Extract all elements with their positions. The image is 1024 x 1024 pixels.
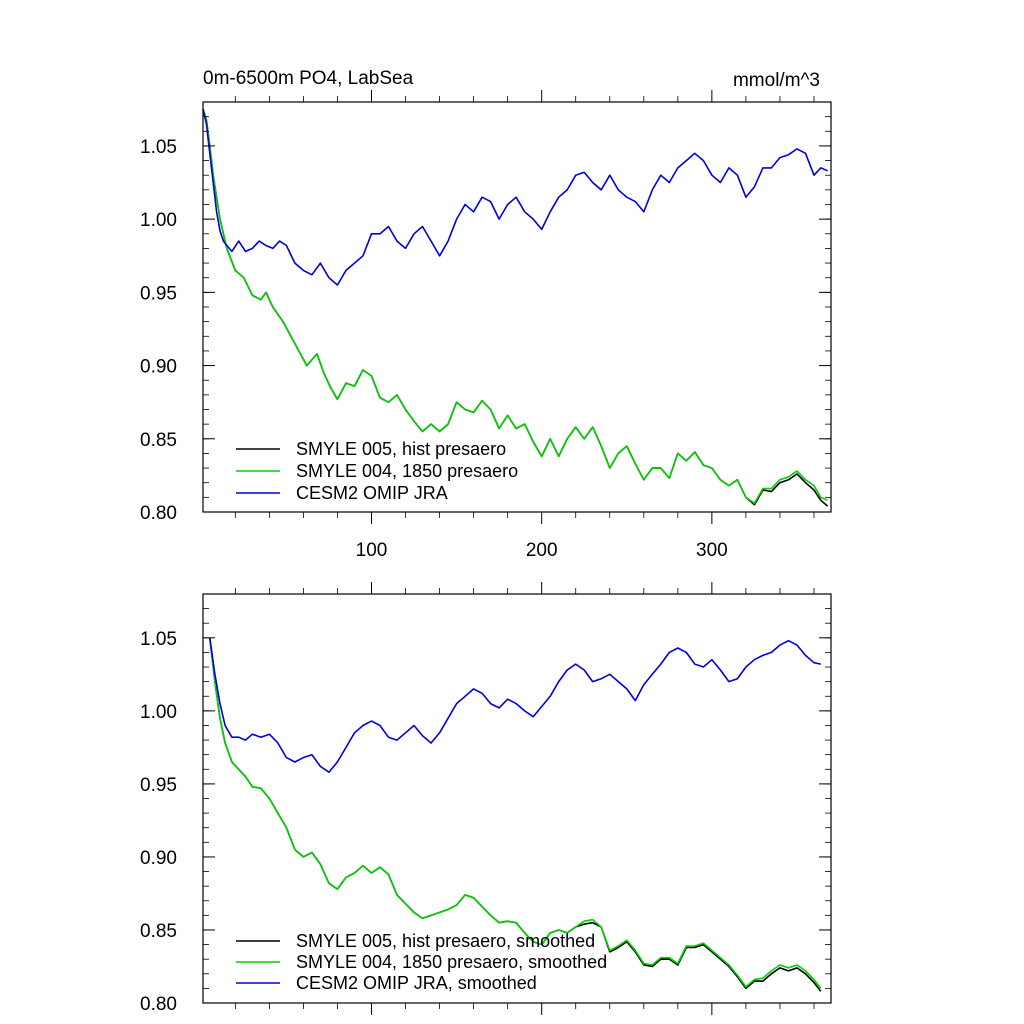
y-tick-label: 1.00 (140, 702, 177, 723)
legend-label: CESM2 OMIP JRA (296, 483, 448, 503)
y-tick-label: 0.90 (140, 848, 177, 869)
series-line-2 (202, 109, 828, 505)
legend-label: SMYLE 005, hist presaero (296, 439, 506, 459)
units-label: mmol/m^3 (733, 70, 820, 91)
legend-label: SMYLE 005, hist presaero, smoothed (296, 931, 595, 951)
y-tick-label: 0.80 (140, 503, 177, 524)
legend-label: SMYLE 004, 1850 presaero (296, 461, 518, 481)
legend-label: SMYLE 004, 1850 presaero, smoothed (296, 952, 607, 972)
bottom-panel: 0.80 0.85 0.90 0.95 1.00 1.05 SMYLE 005, hist … (140, 582, 832, 1015)
top-panel: 0.80 0.85 0.90 0.95 1.00 1.05 100 200 300 SMYLE 0… (140, 90, 832, 561)
x-tick-label: 200 (526, 540, 558, 561)
y-tick-label: 1.00 (140, 210, 177, 231)
series-line-3 (202, 109, 828, 286)
legend-label: CESM2 OMIP JRA, smoothed (296, 973, 537, 993)
y-tick-label: 1.05 (140, 137, 177, 158)
series-line-3 (209, 637, 821, 774)
y-tick-label: 0.95 (140, 283, 177, 304)
x-tick-label: 300 (696, 540, 728, 561)
y-tick-label: 0.85 (140, 430, 177, 451)
y-tick-label: 0.90 (140, 357, 177, 378)
y-tick-label: 1.05 (140, 629, 177, 650)
chart-title: 0m-6500m PO4, LabSea (203, 68, 414, 89)
x-tick-label: 100 (356, 540, 388, 561)
y-tick-label: 0.85 (140, 921, 177, 942)
series-line-2 (209, 637, 822, 989)
y-tick-label: 0.95 (140, 775, 177, 796)
y-tick-label: 0.80 (140, 994, 177, 1015)
